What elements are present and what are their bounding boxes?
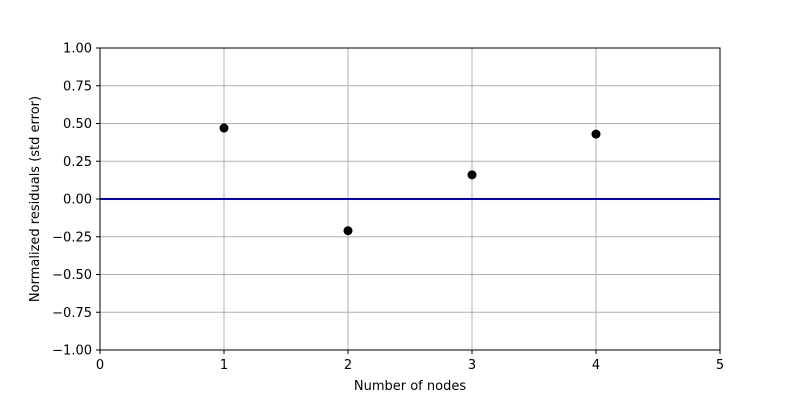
y-tick-label: −0.75 xyxy=(52,306,92,321)
data-point xyxy=(591,129,601,139)
y-tick-label: −0.25 xyxy=(52,230,92,245)
data-point xyxy=(343,226,353,236)
y-axis-ticks: −1.00 −0.75 −0.50 −0.25 0.00 0.25 0.50 0.75 1.00 xyxy=(52,42,100,359)
y-tick-label: −1.00 xyxy=(52,344,92,359)
y-tick-label: −0.50 xyxy=(52,268,92,283)
x-axis-ticks: 0 1 2 3 4 5 xyxy=(96,350,724,373)
data-point xyxy=(467,170,477,180)
y-tick-label: 0.25 xyxy=(63,155,92,170)
data-point xyxy=(219,123,229,133)
x-tick-label: 3 xyxy=(468,358,476,373)
x-tick-label: 4 xyxy=(592,358,600,373)
y-tick-label: 1.00 xyxy=(63,42,92,57)
x-axis-label: Number of nodes xyxy=(354,379,466,394)
x-tick-label: 2 xyxy=(344,358,352,373)
x-tick-label: 5 xyxy=(716,358,724,373)
y-tick-label: 0.50 xyxy=(63,117,92,132)
y-axis-label: Normalized residuals (std error) xyxy=(28,96,43,302)
x-tick-label: 1 xyxy=(220,358,228,373)
data-points xyxy=(219,123,601,236)
x-tick-label: 0 xyxy=(96,358,104,373)
y-tick-label: 0.75 xyxy=(63,79,92,94)
y-tick-label: 0.00 xyxy=(63,193,92,208)
